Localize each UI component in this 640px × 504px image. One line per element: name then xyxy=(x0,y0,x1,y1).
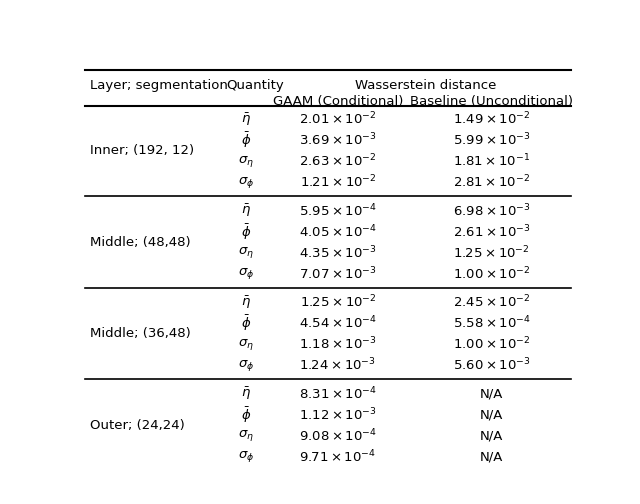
Text: $4.05 \times 10^{-4}$: $4.05 \times 10^{-4}$ xyxy=(299,224,377,240)
Text: $2.01 \times 10^{-2}$: $2.01 \times 10^{-2}$ xyxy=(300,111,376,128)
Text: $2.61 \times 10^{-3}$: $2.61 \times 10^{-3}$ xyxy=(453,224,531,240)
Text: $4.35 \times 10^{-3}$: $4.35 \times 10^{-3}$ xyxy=(299,244,377,261)
Text: $1.00 \times 10^{-2}$: $1.00 \times 10^{-2}$ xyxy=(453,336,531,353)
Text: $\sigma_{\eta}$: $\sigma_{\eta}$ xyxy=(238,337,254,352)
Text: Middle; (48,48): Middle; (48,48) xyxy=(90,236,191,249)
Text: $1.00 \times 10^{-2}$: $1.00 \times 10^{-2}$ xyxy=(453,266,531,282)
Text: $1.21 \times 10^{-2}$: $1.21 \times 10^{-2}$ xyxy=(300,174,376,191)
Text: GAAM (Conditional): GAAM (Conditional) xyxy=(273,95,403,108)
Text: $9.08 \times 10^{-4}$: $9.08 \times 10^{-4}$ xyxy=(299,427,377,444)
Text: Layer; segmentation: Layer; segmentation xyxy=(90,79,228,92)
Text: $\sigma_{\eta}$: $\sigma_{\eta}$ xyxy=(238,245,254,261)
Text: N/A: N/A xyxy=(480,451,504,463)
Text: $8.31 \times 10^{-4}$: $8.31 \times 10^{-4}$ xyxy=(299,386,377,402)
Text: $5.58 \times 10^{-4}$: $5.58 \times 10^{-4}$ xyxy=(452,315,531,332)
Text: $\sigma_{\eta}$: $\sigma_{\eta}$ xyxy=(238,154,254,169)
Text: Outer; (24,24): Outer; (24,24) xyxy=(90,419,185,432)
Text: N/A: N/A xyxy=(480,429,504,443)
Text: $5.60 \times 10^{-3}$: $5.60 \times 10^{-3}$ xyxy=(453,357,531,373)
Text: $3.69 \times 10^{-3}$: $3.69 \times 10^{-3}$ xyxy=(299,132,377,149)
Text: $\sigma_{\phi}$: $\sigma_{\phi}$ xyxy=(238,450,254,464)
Text: Inner; (192, 12): Inner; (192, 12) xyxy=(90,145,194,157)
Text: $9.71 \times 10^{-4}$: $9.71 \times 10^{-4}$ xyxy=(300,449,376,465)
Text: $1.25 \times 10^{-2}$: $1.25 \times 10^{-2}$ xyxy=(300,294,376,311)
Text: Baseline (Unconditional): Baseline (Unconditional) xyxy=(410,95,573,108)
Text: $\bar{\phi}$: $\bar{\phi}$ xyxy=(241,131,252,150)
Text: $\bar{\eta}$: $\bar{\eta}$ xyxy=(241,111,251,128)
Text: $\bar{\phi}$: $\bar{\phi}$ xyxy=(241,222,252,242)
Text: $7.07 \times 10^{-3}$: $7.07 \times 10^{-3}$ xyxy=(299,266,377,282)
Text: $\bar{\phi}$: $\bar{\phi}$ xyxy=(241,313,252,333)
Text: $1.18 \times 10^{-3}$: $1.18 \times 10^{-3}$ xyxy=(299,336,377,353)
Text: $\sigma_{\phi}$: $\sigma_{\phi}$ xyxy=(238,358,254,373)
Text: $1.12 \times 10^{-3}$: $1.12 \times 10^{-3}$ xyxy=(299,407,377,423)
Text: N/A: N/A xyxy=(480,408,504,421)
Text: $\bar{\eta}$: $\bar{\eta}$ xyxy=(241,386,251,402)
Text: N/A: N/A xyxy=(480,388,504,401)
Text: $4.54 \times 10^{-4}$: $4.54 \times 10^{-4}$ xyxy=(299,315,377,332)
Text: $\bar{\eta}$: $\bar{\eta}$ xyxy=(241,203,251,219)
Text: $2.45 \times 10^{-2}$: $2.45 \times 10^{-2}$ xyxy=(453,294,531,311)
Text: $\sigma_{\phi}$: $\sigma_{\phi}$ xyxy=(238,266,254,281)
Text: $1.81 \times 10^{-1}$: $1.81 \times 10^{-1}$ xyxy=(453,153,531,170)
Text: $2.63 \times 10^{-2}$: $2.63 \times 10^{-2}$ xyxy=(300,153,376,170)
Text: $1.24 \times 10^{-3}$: $1.24 \times 10^{-3}$ xyxy=(300,357,376,373)
Text: Quantity: Quantity xyxy=(227,79,284,92)
Text: $1.25 \times 10^{-2}$: $1.25 \times 10^{-2}$ xyxy=(453,244,530,261)
Text: $\bar{\phi}$: $\bar{\phi}$ xyxy=(241,405,252,425)
Text: $6.98 \times 10^{-3}$: $6.98 \times 10^{-3}$ xyxy=(453,203,531,219)
Text: $1.49 \times 10^{-2}$: $1.49 \times 10^{-2}$ xyxy=(453,111,531,128)
Text: $\bar{\eta}$: $\bar{\eta}$ xyxy=(241,294,251,311)
Text: Middle; (36,48): Middle; (36,48) xyxy=(90,328,191,340)
Text: $\sigma_{\eta}$: $\sigma_{\eta}$ xyxy=(238,428,254,444)
Text: $5.95 \times 10^{-4}$: $5.95 \times 10^{-4}$ xyxy=(299,203,377,219)
Text: $2.81 \times 10^{-2}$: $2.81 \times 10^{-2}$ xyxy=(453,174,530,191)
Text: $\sigma_{\phi}$: $\sigma_{\phi}$ xyxy=(238,175,254,190)
Text: $5.99 \times 10^{-3}$: $5.99 \times 10^{-3}$ xyxy=(453,132,531,149)
Text: Wasserstein distance: Wasserstein distance xyxy=(355,79,497,92)
